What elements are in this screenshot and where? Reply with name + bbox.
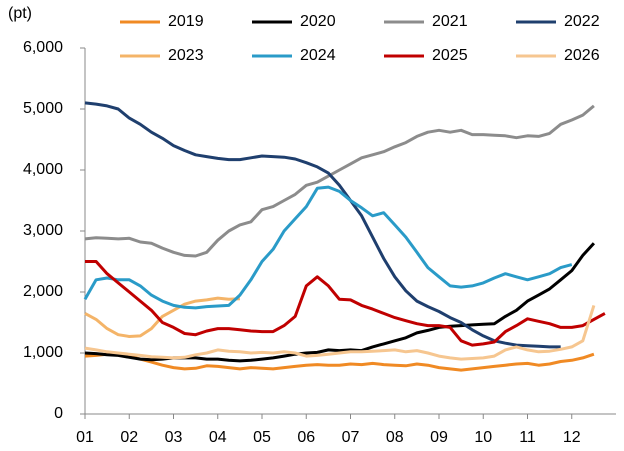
legend-label: 2026 xyxy=(564,47,600,64)
legend-label: 2019 xyxy=(168,13,204,30)
series-line xyxy=(84,296,240,338)
x-tick-label: 08 xyxy=(386,429,404,446)
series-line xyxy=(85,260,606,347)
x-tick-label: 01 xyxy=(76,429,94,446)
series-line xyxy=(84,104,595,258)
x-tick-label: 10 xyxy=(474,429,492,446)
x-tick-label: 06 xyxy=(297,429,315,446)
legend-label: 2020 xyxy=(300,13,336,30)
x-tick-label: 12 xyxy=(563,429,581,446)
legend-label: 2025 xyxy=(432,47,468,64)
series-line xyxy=(84,304,596,361)
legend-label: 2024 xyxy=(300,47,336,64)
x-tick-label: 11 xyxy=(519,429,536,446)
legend-label: 2023 xyxy=(168,47,204,64)
x-tick-label: 09 xyxy=(430,429,448,446)
y-tick-label: 4,000 xyxy=(23,161,63,178)
y-tick-label: 0 xyxy=(54,405,63,422)
legend-label: 2021 xyxy=(432,13,468,30)
y-tick-label: 1,000 xyxy=(23,344,63,361)
y-tick-label: 3,000 xyxy=(23,222,63,239)
y-tick-label: 6,000 xyxy=(23,39,63,56)
x-tick-label: 07 xyxy=(342,429,360,446)
y-tick-label: 2,000 xyxy=(23,283,63,300)
x-tick-label: 03 xyxy=(165,429,183,446)
x-tick-label: 05 xyxy=(253,429,271,446)
legend-label: 2022 xyxy=(564,13,600,30)
y-axis-label: (pt) xyxy=(8,5,32,22)
x-tick-label: 02 xyxy=(120,429,138,446)
x-tick-label: 04 xyxy=(209,429,227,446)
y-tick-label: 5,000 xyxy=(23,100,63,117)
series-line xyxy=(84,101,561,349)
series-line xyxy=(84,352,595,372)
series-line xyxy=(83,185,573,310)
